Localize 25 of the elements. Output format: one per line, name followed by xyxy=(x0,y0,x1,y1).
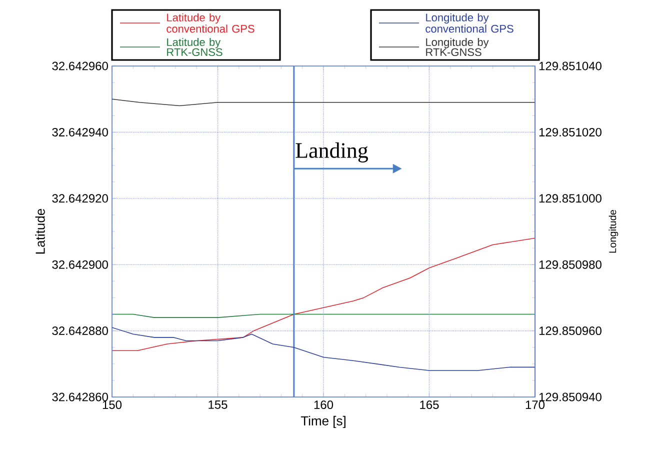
y-tick-label: 32.642880 xyxy=(52,326,108,336)
y2-tick-label: 129.851000 xyxy=(539,194,602,203)
x-tick-label: 165 xyxy=(420,400,439,410)
y-axis-title: Latitude xyxy=(35,208,45,254)
y-tick-label: 32.642920 xyxy=(52,194,108,203)
y-tick-label: 32.642940 xyxy=(52,128,108,136)
x-tick-label: 170 xyxy=(526,400,545,410)
y2-tick-label: 129.850940 xyxy=(539,392,602,402)
y2-axis-title: Longitude xyxy=(608,210,618,253)
y2-tick-label: 129.851020 xyxy=(539,128,602,136)
legend-label: Latitude by RTK-GNSS xyxy=(167,38,222,56)
x-tick-label: 155 xyxy=(208,400,228,409)
y2-tick-label: 129.850960 xyxy=(539,326,602,336)
y2-tick-label: 129.850980 xyxy=(539,260,602,269)
legend-label: Latitude by conventional GPS xyxy=(166,13,254,33)
ref-line-label: Landing xyxy=(296,142,368,162)
y2-tick-label: 129.851040 xyxy=(539,62,602,70)
y-tick-label: 32.642900 xyxy=(52,260,108,269)
legend-label: Longitude by conventional GPS xyxy=(426,13,514,33)
legend-label: Longitude by RTK-GNSS xyxy=(426,38,489,56)
x-tick-label: 160 xyxy=(314,400,334,410)
x-tick-label: 150 xyxy=(102,400,122,410)
y-tick-label: 32.642960 xyxy=(52,62,108,70)
y-tick-label: 32.642860 xyxy=(52,392,108,402)
x-axis-title: Time [s] xyxy=(300,416,346,428)
